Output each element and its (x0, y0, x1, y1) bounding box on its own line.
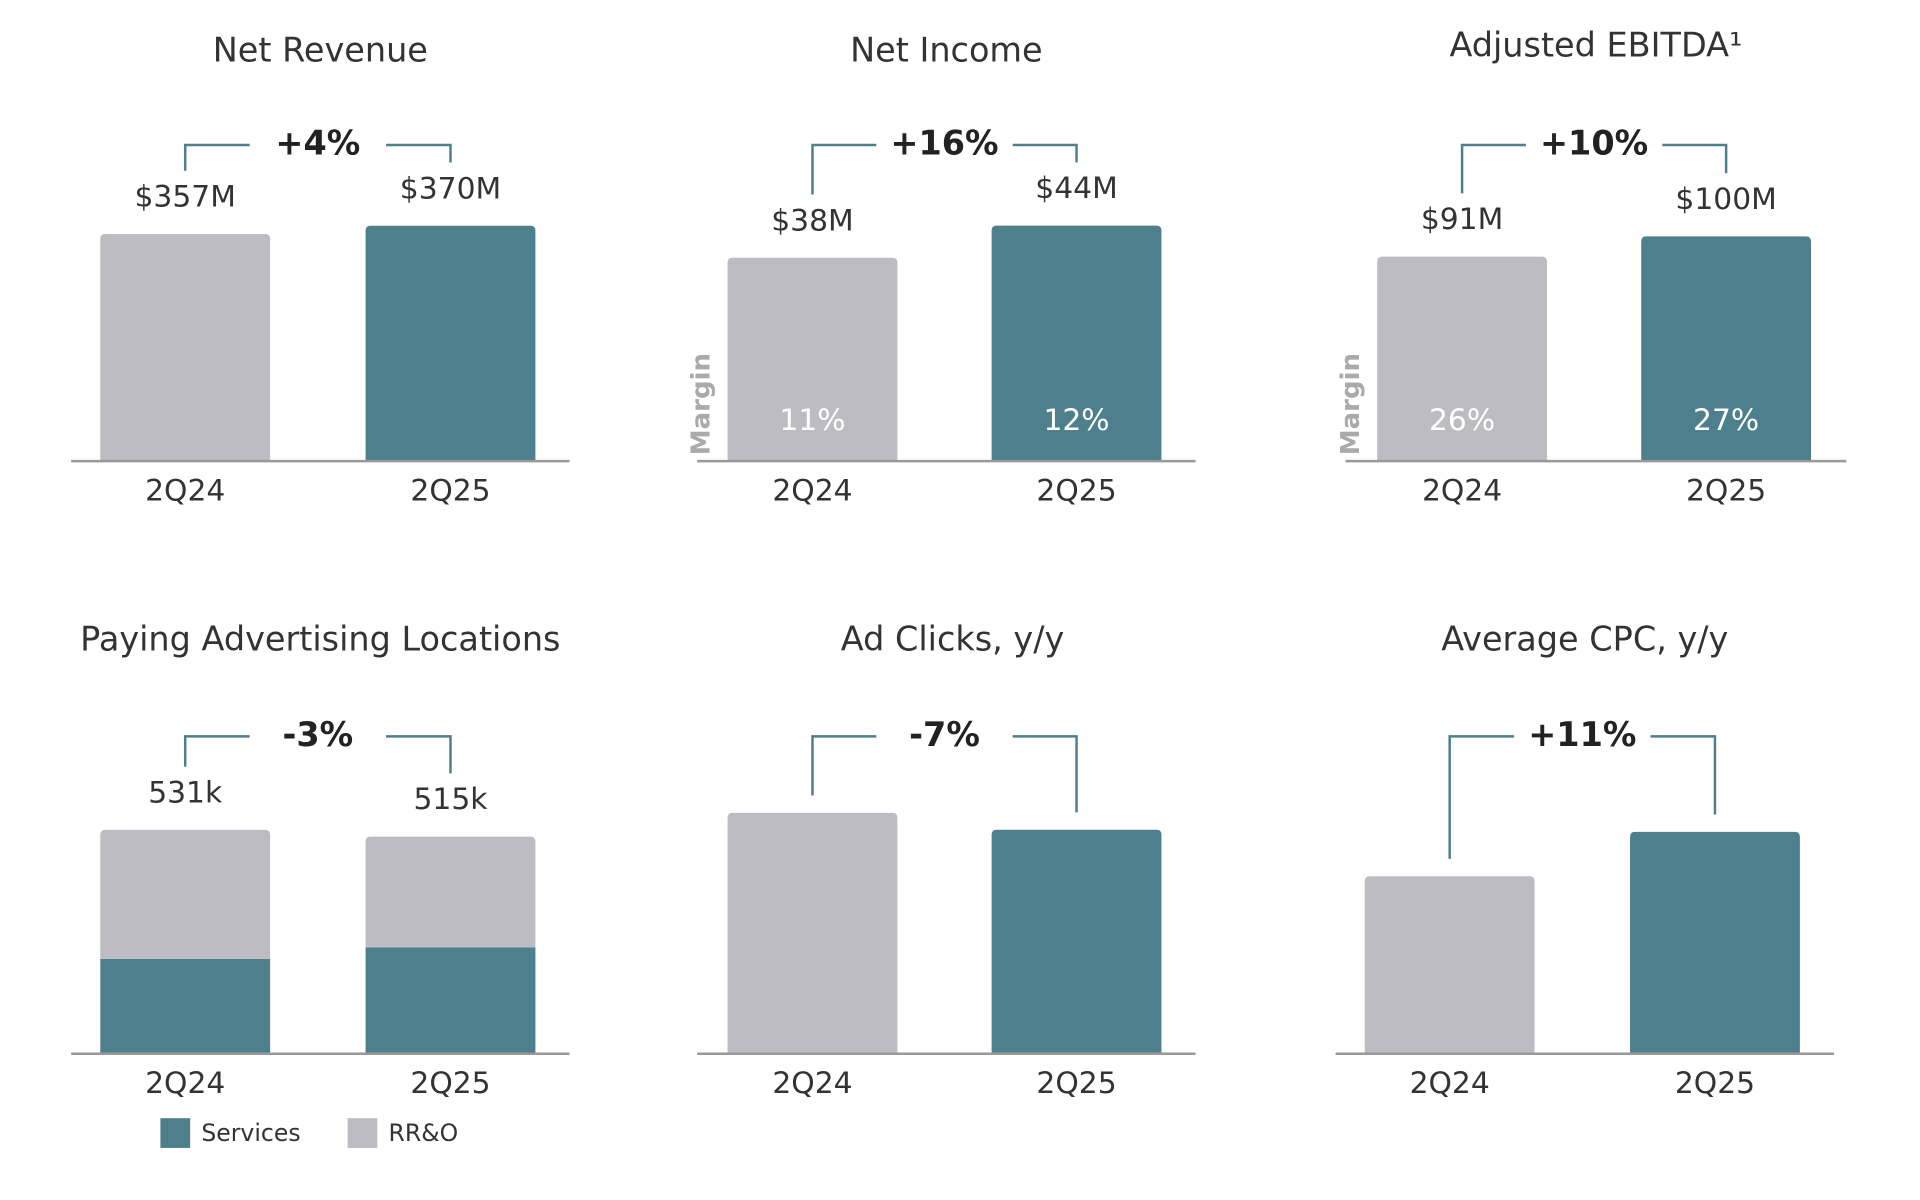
x-tick-label: 2Q25 (1036, 474, 1116, 509)
bracket-line (1460, 143, 1728, 194)
change-label: +11% (1528, 715, 1636, 754)
x-tick-label: 2Q25 (1675, 1066, 1755, 1101)
change-label: -3% (282, 715, 353, 754)
bar-segment (365, 947, 536, 1054)
value-label: $38M (771, 203, 853, 238)
change-bracket: -7% (811, 715, 1078, 813)
chart-title: Net Revenue (213, 31, 428, 70)
bracket-line (183, 735, 452, 774)
change-bracket: +11% (1448, 715, 1717, 859)
change-bracket: +10% (1460, 124, 1728, 194)
bracket-line (1448, 735, 1717, 859)
margin-label: 27% (1693, 403, 1759, 438)
margin-label: 11% (779, 403, 845, 438)
change-label: -7% (909, 715, 980, 754)
total-label: 531k (148, 775, 223, 810)
x-tick-label: 2Q25 (410, 1066, 490, 1101)
x-tick-label: 2Q24 (772, 474, 852, 509)
bar (727, 257, 898, 462)
change-bracket: -3% (183, 715, 452, 774)
change-label: +16% (890, 124, 998, 163)
legend-label: Services (201, 1119, 300, 1147)
x-tick-label: 2Q24 (1422, 474, 1502, 509)
value-label: $357M (135, 180, 236, 215)
legend-swatch (347, 1118, 378, 1148)
x-tick-label: 2Q24 (772, 1066, 852, 1101)
margin-axis-label: Margin (1336, 353, 1366, 455)
bar-segment (100, 829, 271, 959)
x-tick-label: 2Q24 (145, 474, 225, 509)
chart-title: Average CPC, y/y (1441, 619, 1728, 658)
bracket-line (183, 143, 452, 171)
legend-swatch (160, 1118, 191, 1148)
bar (1630, 831, 1800, 1054)
bracket-line (811, 735, 1078, 813)
bar (365, 225, 536, 462)
bar (1364, 876, 1535, 1054)
x-tick-label: 2Q25 (1686, 474, 1766, 509)
bar (1377, 256, 1547, 462)
bar-segment (100, 958, 271, 1054)
x-tick-label: 2Q24 (145, 1066, 225, 1101)
chart-title: Ad Clicks, y/y (841, 619, 1065, 658)
bar-segment (365, 836, 536, 948)
change-label: +10% (1540, 124, 1648, 163)
value-label: $44M (1035, 171, 1117, 206)
change-bracket: +4% (183, 124, 452, 171)
bar (991, 225, 1162, 462)
x-tick-label: 2Q25 (1036, 1066, 1116, 1101)
change-bracket: +16% (811, 124, 1078, 195)
legend-label: RR&O (389, 1119, 459, 1147)
x-tick-label: 2Q25 (410, 474, 490, 509)
margin-axis-label: Margin (687, 353, 717, 455)
value-label: $100M (1675, 182, 1776, 217)
margin-label: 26% (1429, 403, 1495, 438)
value-label: $91M (1421, 202, 1503, 237)
bar (100, 234, 271, 462)
chart-title: Adjusted EBITDA¹ (1449, 26, 1742, 65)
total-label: 515k (413, 782, 488, 817)
x-tick-label: 2Q24 (1410, 1066, 1490, 1101)
chart-title: Net Income (850, 31, 1043, 70)
bar (1641, 236, 1812, 462)
margin-label: 12% (1043, 403, 1109, 438)
value-label: $370M (400, 171, 501, 206)
bar (727, 812, 898, 1054)
bracket-line (811, 143, 1078, 195)
bar (991, 829, 1162, 1054)
chart-title: Paying Advertising Locations (80, 619, 560, 658)
change-label: +4% (275, 124, 360, 163)
